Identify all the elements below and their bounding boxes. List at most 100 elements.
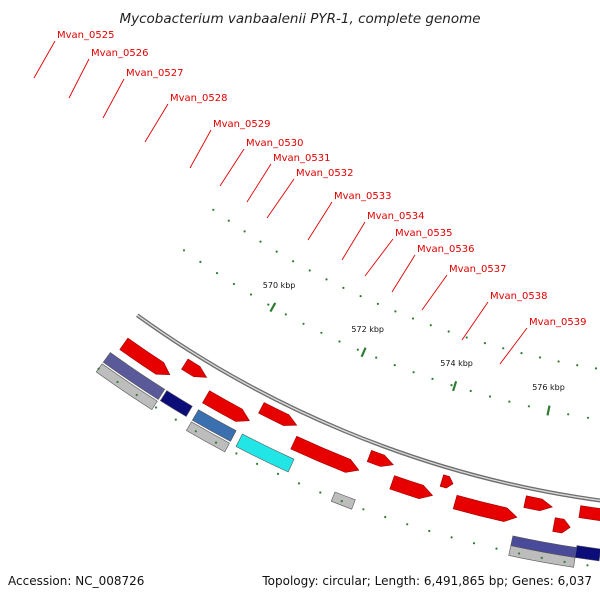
guide-dot xyxy=(412,371,415,374)
gene-arrow[interactable] xyxy=(439,474,454,489)
feature-grey[interactable] xyxy=(185,421,230,453)
guide-dot xyxy=(256,462,259,465)
gene-arrow[interactable] xyxy=(366,450,394,467)
gene-leader-line xyxy=(219,148,245,187)
gene-label[interactable]: Mvan_0526 xyxy=(91,48,148,59)
feature-steelblue[interactable] xyxy=(191,409,237,442)
scale-tick xyxy=(269,302,277,313)
scale-tick-label: 576 kbp xyxy=(532,383,565,392)
feature-track-layer xyxy=(95,313,600,568)
guide-dot xyxy=(483,342,486,345)
gene-leader-line xyxy=(102,78,125,119)
guide-dot xyxy=(284,313,287,316)
guide-dot xyxy=(308,269,311,272)
gene-label[interactable]: Mvan_0539 xyxy=(529,317,586,328)
gene-arrow[interactable] xyxy=(523,495,553,512)
guide-dot xyxy=(576,364,579,367)
gene-label[interactable]: Mvan_0529 xyxy=(213,119,270,130)
guide-dot xyxy=(97,367,100,370)
guide-dot xyxy=(508,400,511,403)
guide-dot xyxy=(227,219,230,222)
gene-label[interactable]: Mvan_0537 xyxy=(449,264,506,275)
guide-dot xyxy=(340,500,343,503)
gene-label[interactable]: Mvan_0525 xyxy=(57,30,114,41)
feature-navy[interactable] xyxy=(159,390,193,417)
genome-summary-text: Topology: circular; Length: 6,491,865 bp… xyxy=(261,574,592,588)
gene-leader-line xyxy=(461,301,489,341)
gene-arrow[interactable] xyxy=(258,402,298,426)
gene-arrow[interactable] xyxy=(389,475,434,500)
scale-tick-label: 572 kbp xyxy=(351,325,384,334)
gene-leader-line xyxy=(391,254,416,293)
gene-arrow[interactable] xyxy=(552,517,571,534)
gene-leader-line xyxy=(307,201,333,241)
gene-leader-line xyxy=(189,129,212,169)
guide-dot xyxy=(325,278,328,281)
scale-tick-label: 574 kbp xyxy=(440,359,473,368)
guide-dot xyxy=(338,340,341,343)
guide-dot xyxy=(502,347,505,350)
guide-dot xyxy=(259,240,262,243)
gene-label[interactable]: Mvan_0533 xyxy=(334,191,391,202)
guide-dot xyxy=(495,547,498,550)
guide-dot xyxy=(431,377,434,380)
guide-dot xyxy=(563,560,566,564)
guide-dot xyxy=(567,413,570,416)
scale-tick-label: 570 kbp xyxy=(263,281,296,290)
guide-dot xyxy=(557,360,560,363)
gene-label[interactable]: Mvan_0535 xyxy=(395,228,452,239)
guide-dot xyxy=(472,542,476,545)
feature-navy[interactable] xyxy=(574,545,600,562)
guide-dot xyxy=(243,230,246,233)
gene-leader-line xyxy=(33,40,56,79)
gene-label[interactable]: Mvan_0527 xyxy=(126,68,183,79)
guide-dot xyxy=(212,208,215,211)
map-title: Mycobacterium vanbaalenii PYR-1, complet… xyxy=(119,11,480,27)
gene-arrow[interactable] xyxy=(119,337,171,376)
feature-grey[interactable] xyxy=(330,491,356,510)
gene-label[interactable]: Mvan_0530 xyxy=(246,138,303,149)
feature-slate[interactable] xyxy=(102,352,166,400)
guide-dot xyxy=(393,364,396,367)
scale-tick xyxy=(546,405,551,416)
guide-dot xyxy=(342,286,345,289)
guide-dot xyxy=(428,529,431,533)
gene-arrow[interactable] xyxy=(578,505,600,522)
gene-label[interactable]: Mvan_0534 xyxy=(367,211,424,222)
guide-dot xyxy=(540,556,543,560)
gene-leader-line xyxy=(341,221,366,261)
gene-arrow[interactable] xyxy=(181,358,208,378)
guide-dot xyxy=(375,356,378,359)
gene-label[interactable]: Mvan_0532 xyxy=(296,168,353,179)
guide-dot xyxy=(320,331,323,334)
guide-dot xyxy=(450,536,453,539)
gene-label[interactable]: Mvan_0536 xyxy=(417,244,474,255)
guide-dot xyxy=(362,508,365,511)
guide-dot xyxy=(488,395,492,398)
gene-arrow[interactable] xyxy=(290,435,360,473)
guide-dot xyxy=(594,367,598,370)
guide-dot xyxy=(276,472,280,475)
scale-tick xyxy=(360,347,367,358)
gene-label[interactable]: Mvan_0531 xyxy=(273,153,330,164)
genome-backbone xyxy=(136,313,600,503)
gene-arrow[interactable] xyxy=(452,494,518,522)
guide-dot xyxy=(376,302,379,305)
guide-dot xyxy=(527,405,531,408)
guide-dot xyxy=(411,317,415,320)
gene-arrow[interactable] xyxy=(202,390,250,422)
guide-dot xyxy=(275,250,278,253)
gene-label[interactable]: Mvan_0538 xyxy=(490,291,547,302)
guide-dot xyxy=(267,303,270,306)
guide-dot xyxy=(429,324,432,327)
feature-grey[interactable] xyxy=(95,363,158,411)
gene-leader-line xyxy=(421,274,448,311)
guide-dot xyxy=(394,310,397,313)
feature-cyan[interactable] xyxy=(235,433,295,473)
guide-dot xyxy=(384,515,387,519)
gene-label[interactable]: Mvan_0528 xyxy=(170,93,227,104)
guide-dot xyxy=(356,348,359,351)
guide-dot xyxy=(447,330,450,333)
